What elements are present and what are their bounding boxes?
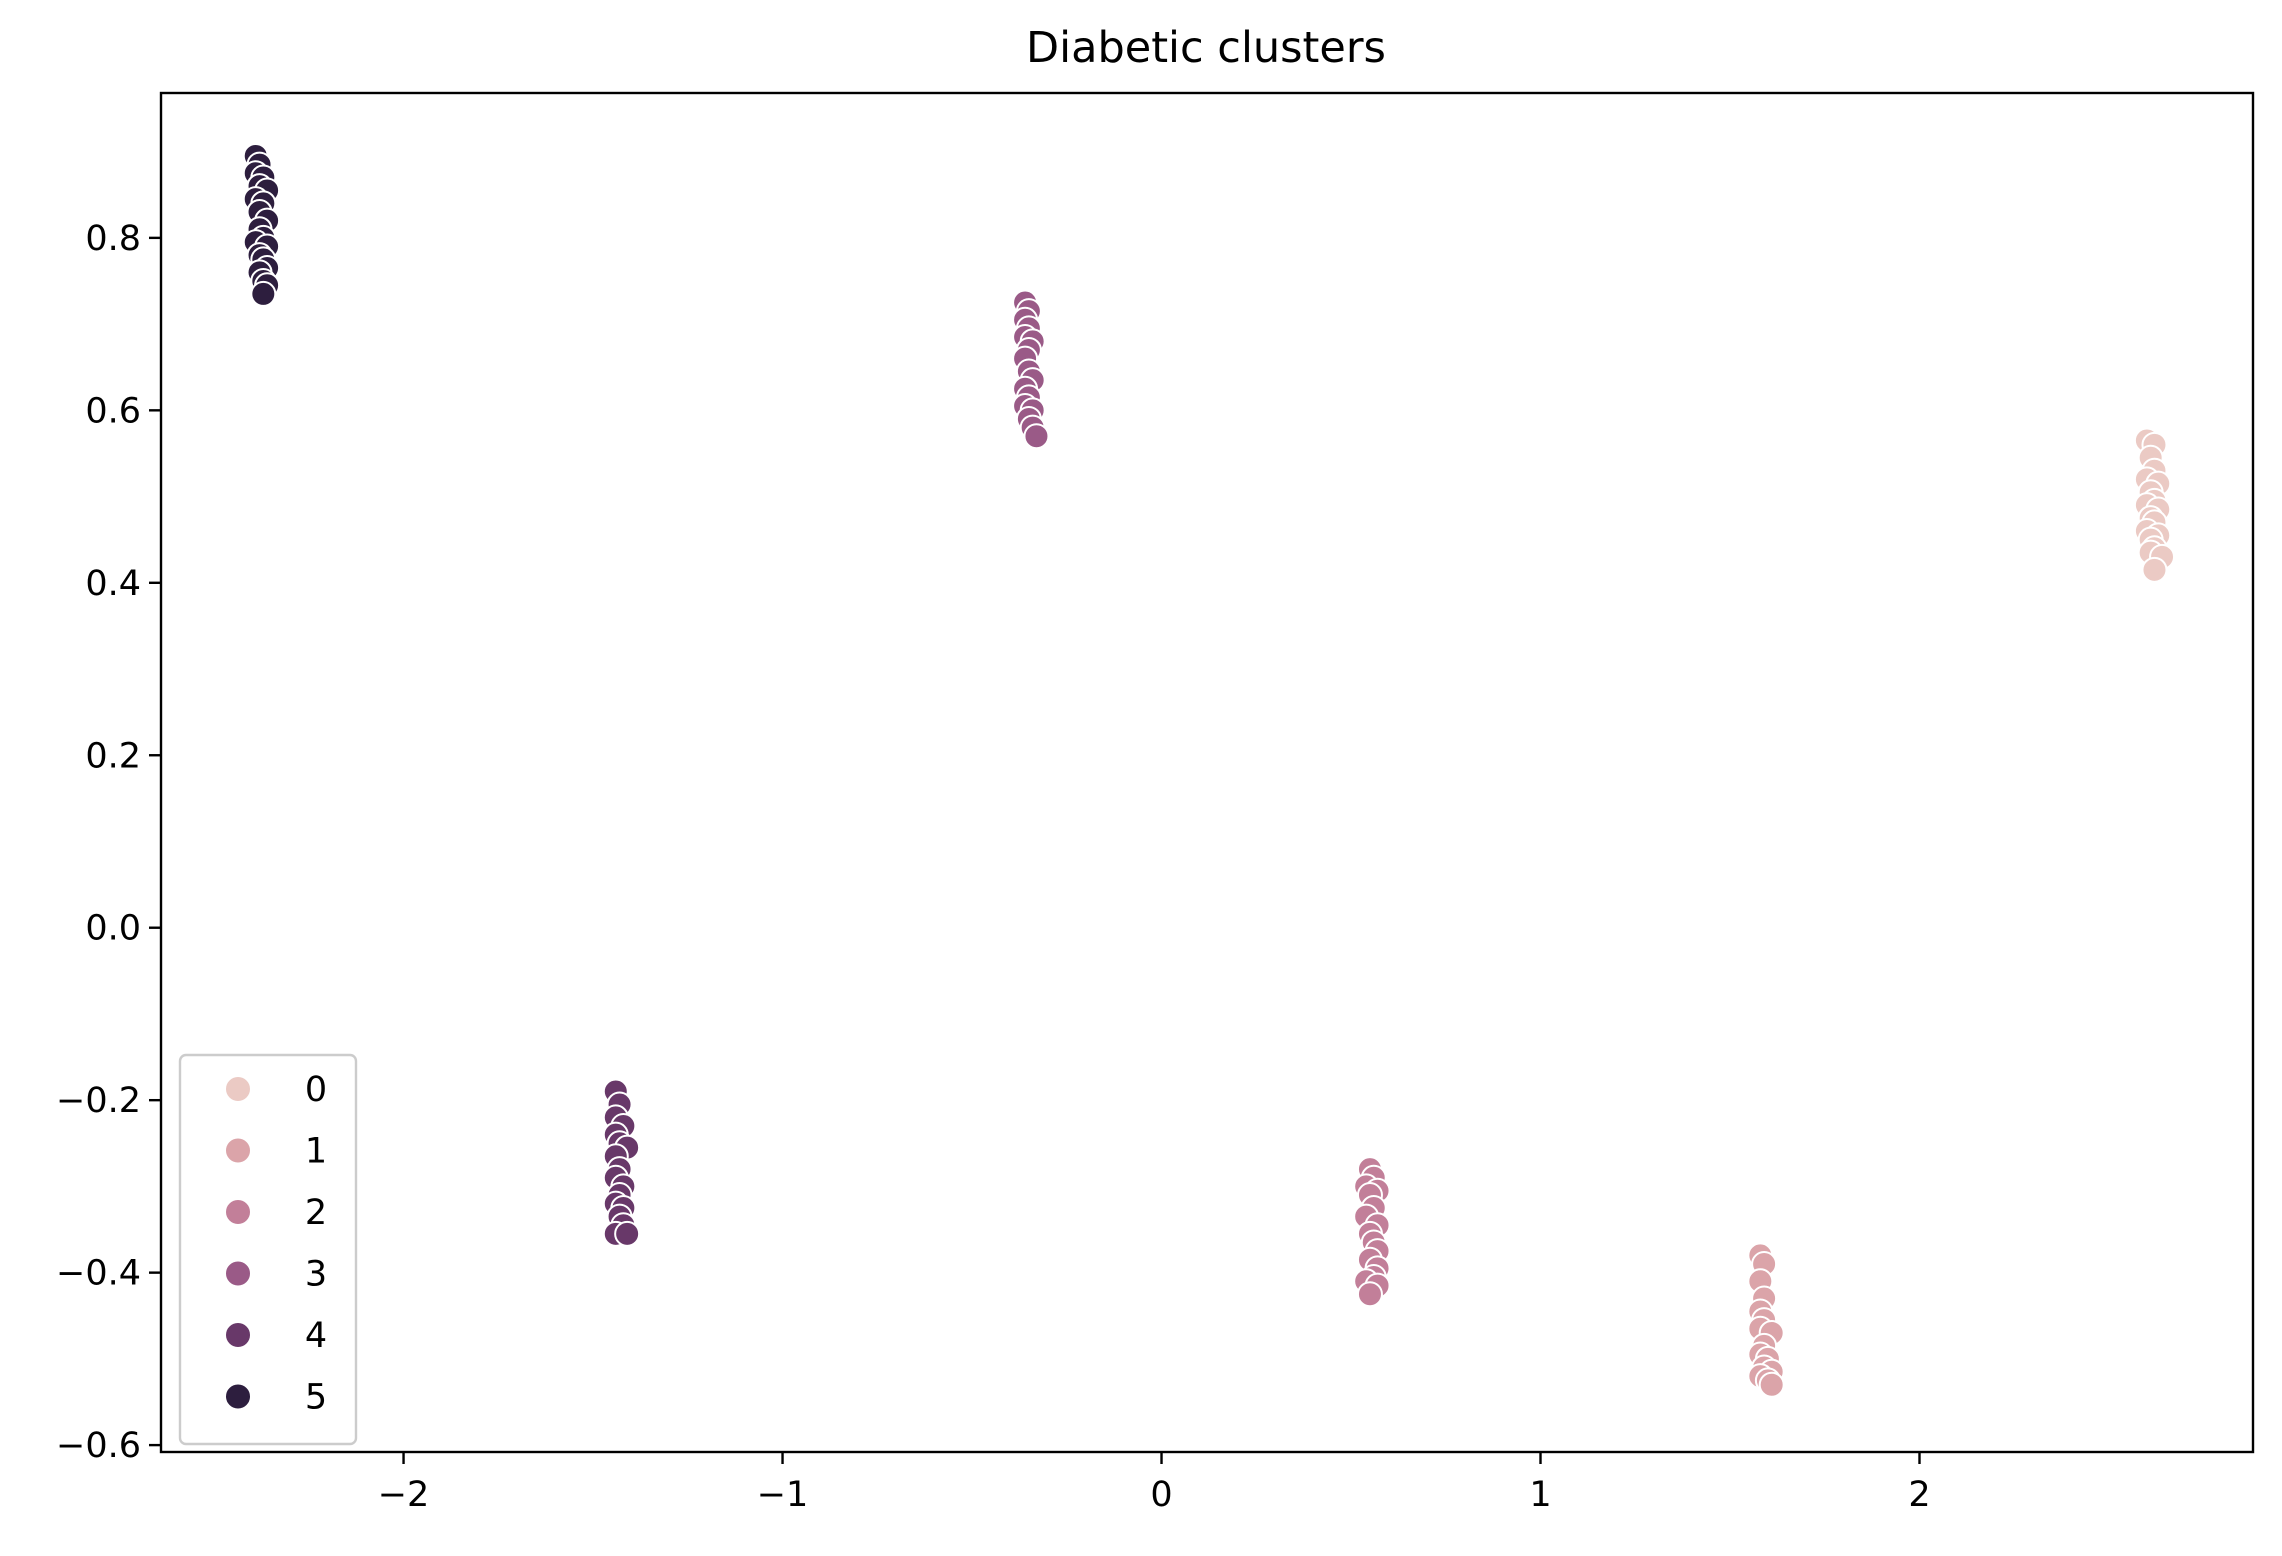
legend-label: 4 [305,1316,327,1356]
chart-title: Diabetic clusters [1026,23,1386,73]
legend-label: 2 [305,1193,327,1233]
data-point-cluster-2 [1356,1281,1383,1308]
y-tick-label: 0.0 [85,909,141,949]
legend: 0 1 2 3 4 5 [178,1053,358,1446]
data-point-cluster-0 [2141,556,2168,583]
legend-label: 5 [305,1378,327,1418]
x-tick-label: 0 [1150,1475,1172,1515]
y-tick-label: 0.8 [85,219,141,259]
x-tick-label: 1 [1529,1475,1551,1515]
x-axis: −2 −1 0 1 2 [378,1452,1931,1515]
legend-marker [224,1136,252,1165]
y-tick-label: 0.4 [85,564,141,604]
plot-frame [159,91,2255,1454]
y-tick-label: −0.4 [56,1254,141,1294]
legend-marker [224,1382,252,1411]
legend-marker [224,1075,252,1103]
legend-marker [224,1321,252,1349]
data-point-cluster-4 [614,1220,641,1247]
x-tick-label: 2 [1908,1475,1930,1515]
y-axis: −0.6 −0.4 −0.2 0.0 0.2 0.4 0.6 0.8 [56,219,161,1466]
data-points [242,142,2176,1398]
x-tick-label: −2 [378,1475,430,1515]
legend-marker [224,1198,252,1226]
legend-box [178,1053,358,1446]
y-tick-label: 0.2 [85,736,141,776]
y-tick-label: −0.6 [56,1426,141,1466]
legend-marker [224,1259,252,1288]
x-tick-label: −1 [757,1475,809,1515]
data-point-cluster-1 [1758,1371,1785,1398]
legend-label: 3 [305,1255,327,1295]
data-point-cluster-5 [250,280,277,307]
y-tick-label: 0.6 [85,391,141,431]
legend-label: 0 [305,1070,327,1110]
data-point-cluster-3 [1023,423,1050,450]
legend-label: 1 [305,1132,327,1172]
y-tick-label: −0.2 [56,1081,141,1121]
